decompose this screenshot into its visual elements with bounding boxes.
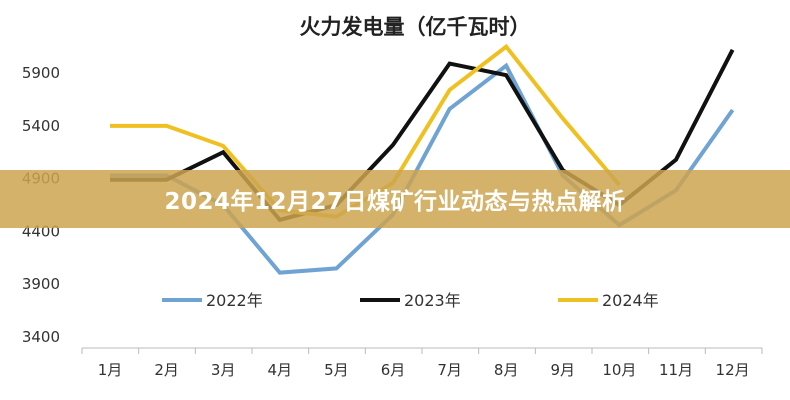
x-tick-label: 11月 [659,361,693,379]
x-tick-label: 4月 [268,361,293,379]
y-tick-label: 3400 [22,328,60,346]
x-tick-label: 8月 [494,361,519,379]
chart-title: 火力发电量（亿千瓦时） [300,15,531,39]
headline-text: 2024年12月27日煤矿行业动态与热点解析 [164,189,626,215]
x-tick-label: 7月 [437,361,462,379]
x-tick-label: 9月 [551,361,576,379]
x-tick-label: 1月 [98,361,123,379]
x-tick-label: 5月 [324,361,349,379]
x-tick-label: 2月 [154,361,179,379]
y-tick-label: 3900 [22,275,60,293]
legend-label: 2022年 [206,291,263,310]
y-tick-label: 5900 [22,64,60,82]
legend-label: 2024年 [602,291,659,310]
headline-banner: 2024年12月27日煤矿行业动态与热点解析 [0,170,790,228]
x-tick-label: 3月 [211,361,236,379]
y-tick-label: 5400 [22,117,60,135]
legend-label: 2023年 [404,291,461,310]
x-tick-label: 10月 [602,361,636,379]
x-tick-label: 6月 [381,361,406,379]
x-tick-label: 12月 [716,361,750,379]
